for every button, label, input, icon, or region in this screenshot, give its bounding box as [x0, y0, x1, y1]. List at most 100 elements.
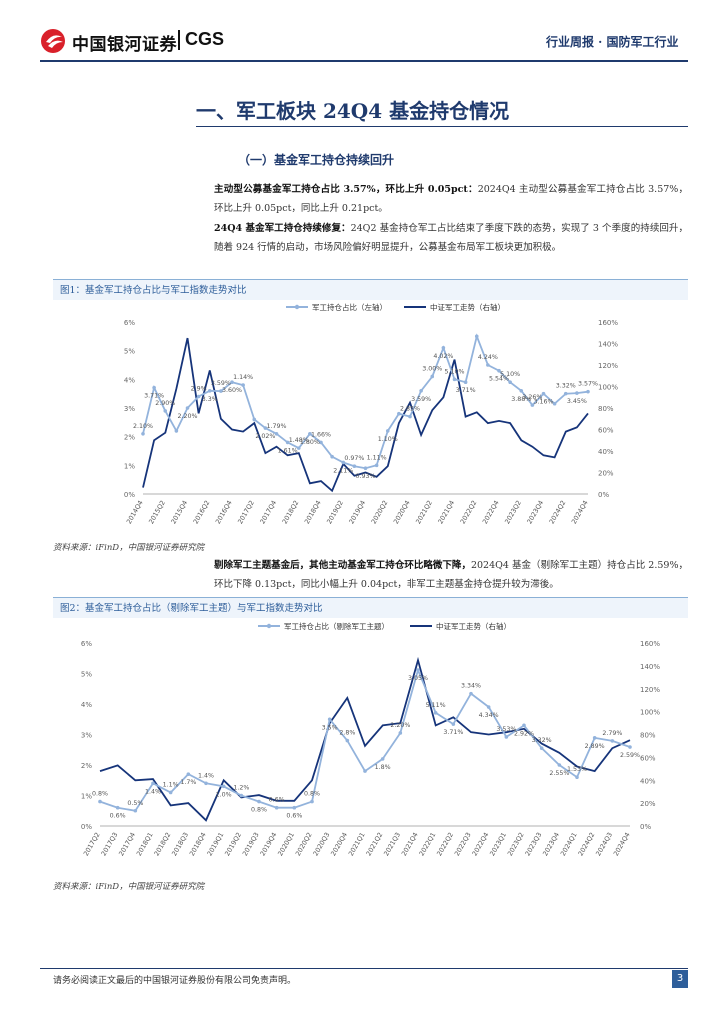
series-holding-point	[221, 784, 226, 789]
series-holding-point	[416, 668, 420, 672]
series-holding-point	[327, 717, 332, 722]
left-axis-tick-label: 6%	[81, 640, 92, 648]
left-axis-tick-label: 2%	[81, 762, 92, 770]
data-label: 3.60%	[222, 387, 242, 394]
data-label: 1.4%	[198, 772, 214, 779]
right-axis-tick-label: 60%	[640, 754, 656, 762]
data-label: 2.9%	[191, 386, 207, 393]
data-label: 3.71%	[443, 729, 463, 736]
data-label: 1.48%	[289, 437, 309, 444]
right-axis-tick-label: 120%	[640, 686, 660, 694]
data-label: 1.1%	[163, 781, 179, 788]
right-axis-tick-label: 20%	[640, 800, 656, 808]
right-axis-tick-label: 40%	[598, 448, 614, 456]
paragraph-1-lead: 主动型公募基金军工持仓占比 3.57%，环比上升 0.05pct：	[214, 184, 478, 195]
data-label: 1.8%	[375, 764, 391, 771]
left-axis-tick-label: 4%	[81, 701, 92, 709]
data-label: 2.89%	[585, 743, 605, 750]
figure-1-source: 资料来源：iFinD，中国银河证券研究院	[53, 543, 205, 553]
paragraph-1: 主动型公募基金军工持仓占比 3.57%，环比上升 0.05pct：2024Q4 …	[214, 180, 688, 218]
left-axis-tick-label: 2%	[124, 434, 135, 442]
report-type: 行业周报 · 国防军工行业	[546, 35, 679, 49]
series-holding-point	[274, 805, 279, 810]
series-holding-point	[98, 799, 102, 804]
data-label: 2.20%	[177, 413, 197, 420]
series-holding-point	[345, 738, 350, 743]
data-label: 3.16%	[533, 399, 553, 406]
series-holding-point	[174, 429, 179, 433]
data-label: 2.79%	[602, 730, 622, 737]
series-holding-point	[308, 432, 312, 436]
series-holding-point	[352, 464, 357, 468]
figure-2-source: 资料来源：iFinD，中国银河证券研究院	[53, 882, 205, 892]
series-holding-point	[219, 389, 223, 393]
series-holding-point	[557, 763, 562, 767]
data-label: 1.0%	[216, 791, 232, 798]
data-label: 4.24%	[478, 354, 498, 361]
data-label: 2.90%	[155, 400, 175, 407]
series-holding-point	[610, 739, 615, 743]
data-label: 2.02%	[255, 433, 275, 440]
data-label: 3.26%	[522, 394, 542, 401]
series-holding-point	[497, 368, 501, 373]
figure-2-title: 图2：基金军工持仓占比（剔除军工主题）与军工指数走势对比	[60, 603, 323, 614]
series-holding-point	[319, 440, 323, 445]
series-holding-point	[563, 391, 568, 396]
left-axis-tick-label: 0%	[124, 491, 135, 499]
right-axis-tick-label: 140%	[598, 341, 618, 349]
series-holding-point	[252, 417, 257, 422]
series-holding-point	[292, 805, 297, 810]
data-label: 0.8%	[304, 791, 320, 798]
series-holding-point	[433, 711, 438, 715]
data-label: 3.71%	[144, 393, 164, 400]
footer-divider	[40, 968, 688, 969]
series-index-line	[142, 337, 589, 493]
data-label: 3.88%	[511, 396, 531, 403]
series-holding-point	[469, 691, 473, 696]
series-holding-point	[474, 334, 479, 339]
right-axis-tick-label: 160%	[640, 640, 660, 648]
data-label: 3.05%	[408, 675, 428, 682]
series-holding-point	[141, 432, 145, 436]
series-holding-point	[285, 440, 290, 445]
series-holding-point	[186, 772, 191, 776]
series-holding-point	[592, 736, 597, 740]
series-holding-point	[310, 799, 314, 804]
data-label: 0.5%	[127, 800, 143, 807]
legend-label-index: 中证军工走势（右轴）	[436, 621, 511, 631]
data-label: 2.8%	[339, 730, 355, 737]
series-holding-point	[508, 380, 512, 385]
series-holding-point	[504, 735, 509, 739]
series-holding-point	[398, 731, 403, 735]
left-axis-tick-label: 1%	[81, 793, 92, 801]
series-holding-point	[241, 383, 245, 387]
series-holding-point	[519, 389, 524, 393]
data-label: 1.2%	[233, 785, 249, 792]
data-label: 0.8%	[92, 791, 108, 798]
series-holding-point	[522, 723, 526, 728]
data-label: 3.59%	[211, 380, 231, 387]
paragraph-3-body: 2024Q4 基金（剔除军工主题）持仓占比 2.59%，环比下降 0.13pct…	[214, 560, 688, 590]
left-axis-tick-label: 1%	[124, 462, 135, 470]
left-axis-tick-label: 5%	[124, 348, 135, 356]
series-holding-point	[530, 403, 535, 407]
figure-1-title: 图1：基金军工持仓占比与军工指数走势对比	[60, 285, 247, 296]
data-label: 1.7%	[180, 779, 196, 786]
series-holding-point	[168, 790, 173, 795]
x-axis-tick-label: 2024Q4	[612, 831, 632, 857]
series-holding-point	[486, 363, 490, 367]
right-axis-tick-label: 0%	[640, 823, 651, 831]
right-axis-tick-label: 40%	[640, 777, 656, 785]
series-holding-point	[230, 380, 234, 385]
data-label: 1.11%	[367, 454, 387, 461]
left-axis-tick-label: 0%	[81, 823, 92, 831]
logo-chinese: 中国银河证券	[72, 35, 177, 55]
data-label: 0.6%	[110, 813, 126, 820]
right-axis-tick-label: 80%	[598, 405, 614, 413]
logo-english: CGS	[185, 29, 225, 49]
series-holding-point	[204, 781, 208, 786]
data-label: 5.54%	[489, 376, 509, 383]
data-label: 3.45%	[567, 398, 587, 405]
data-label: 2.11%	[333, 467, 353, 474]
